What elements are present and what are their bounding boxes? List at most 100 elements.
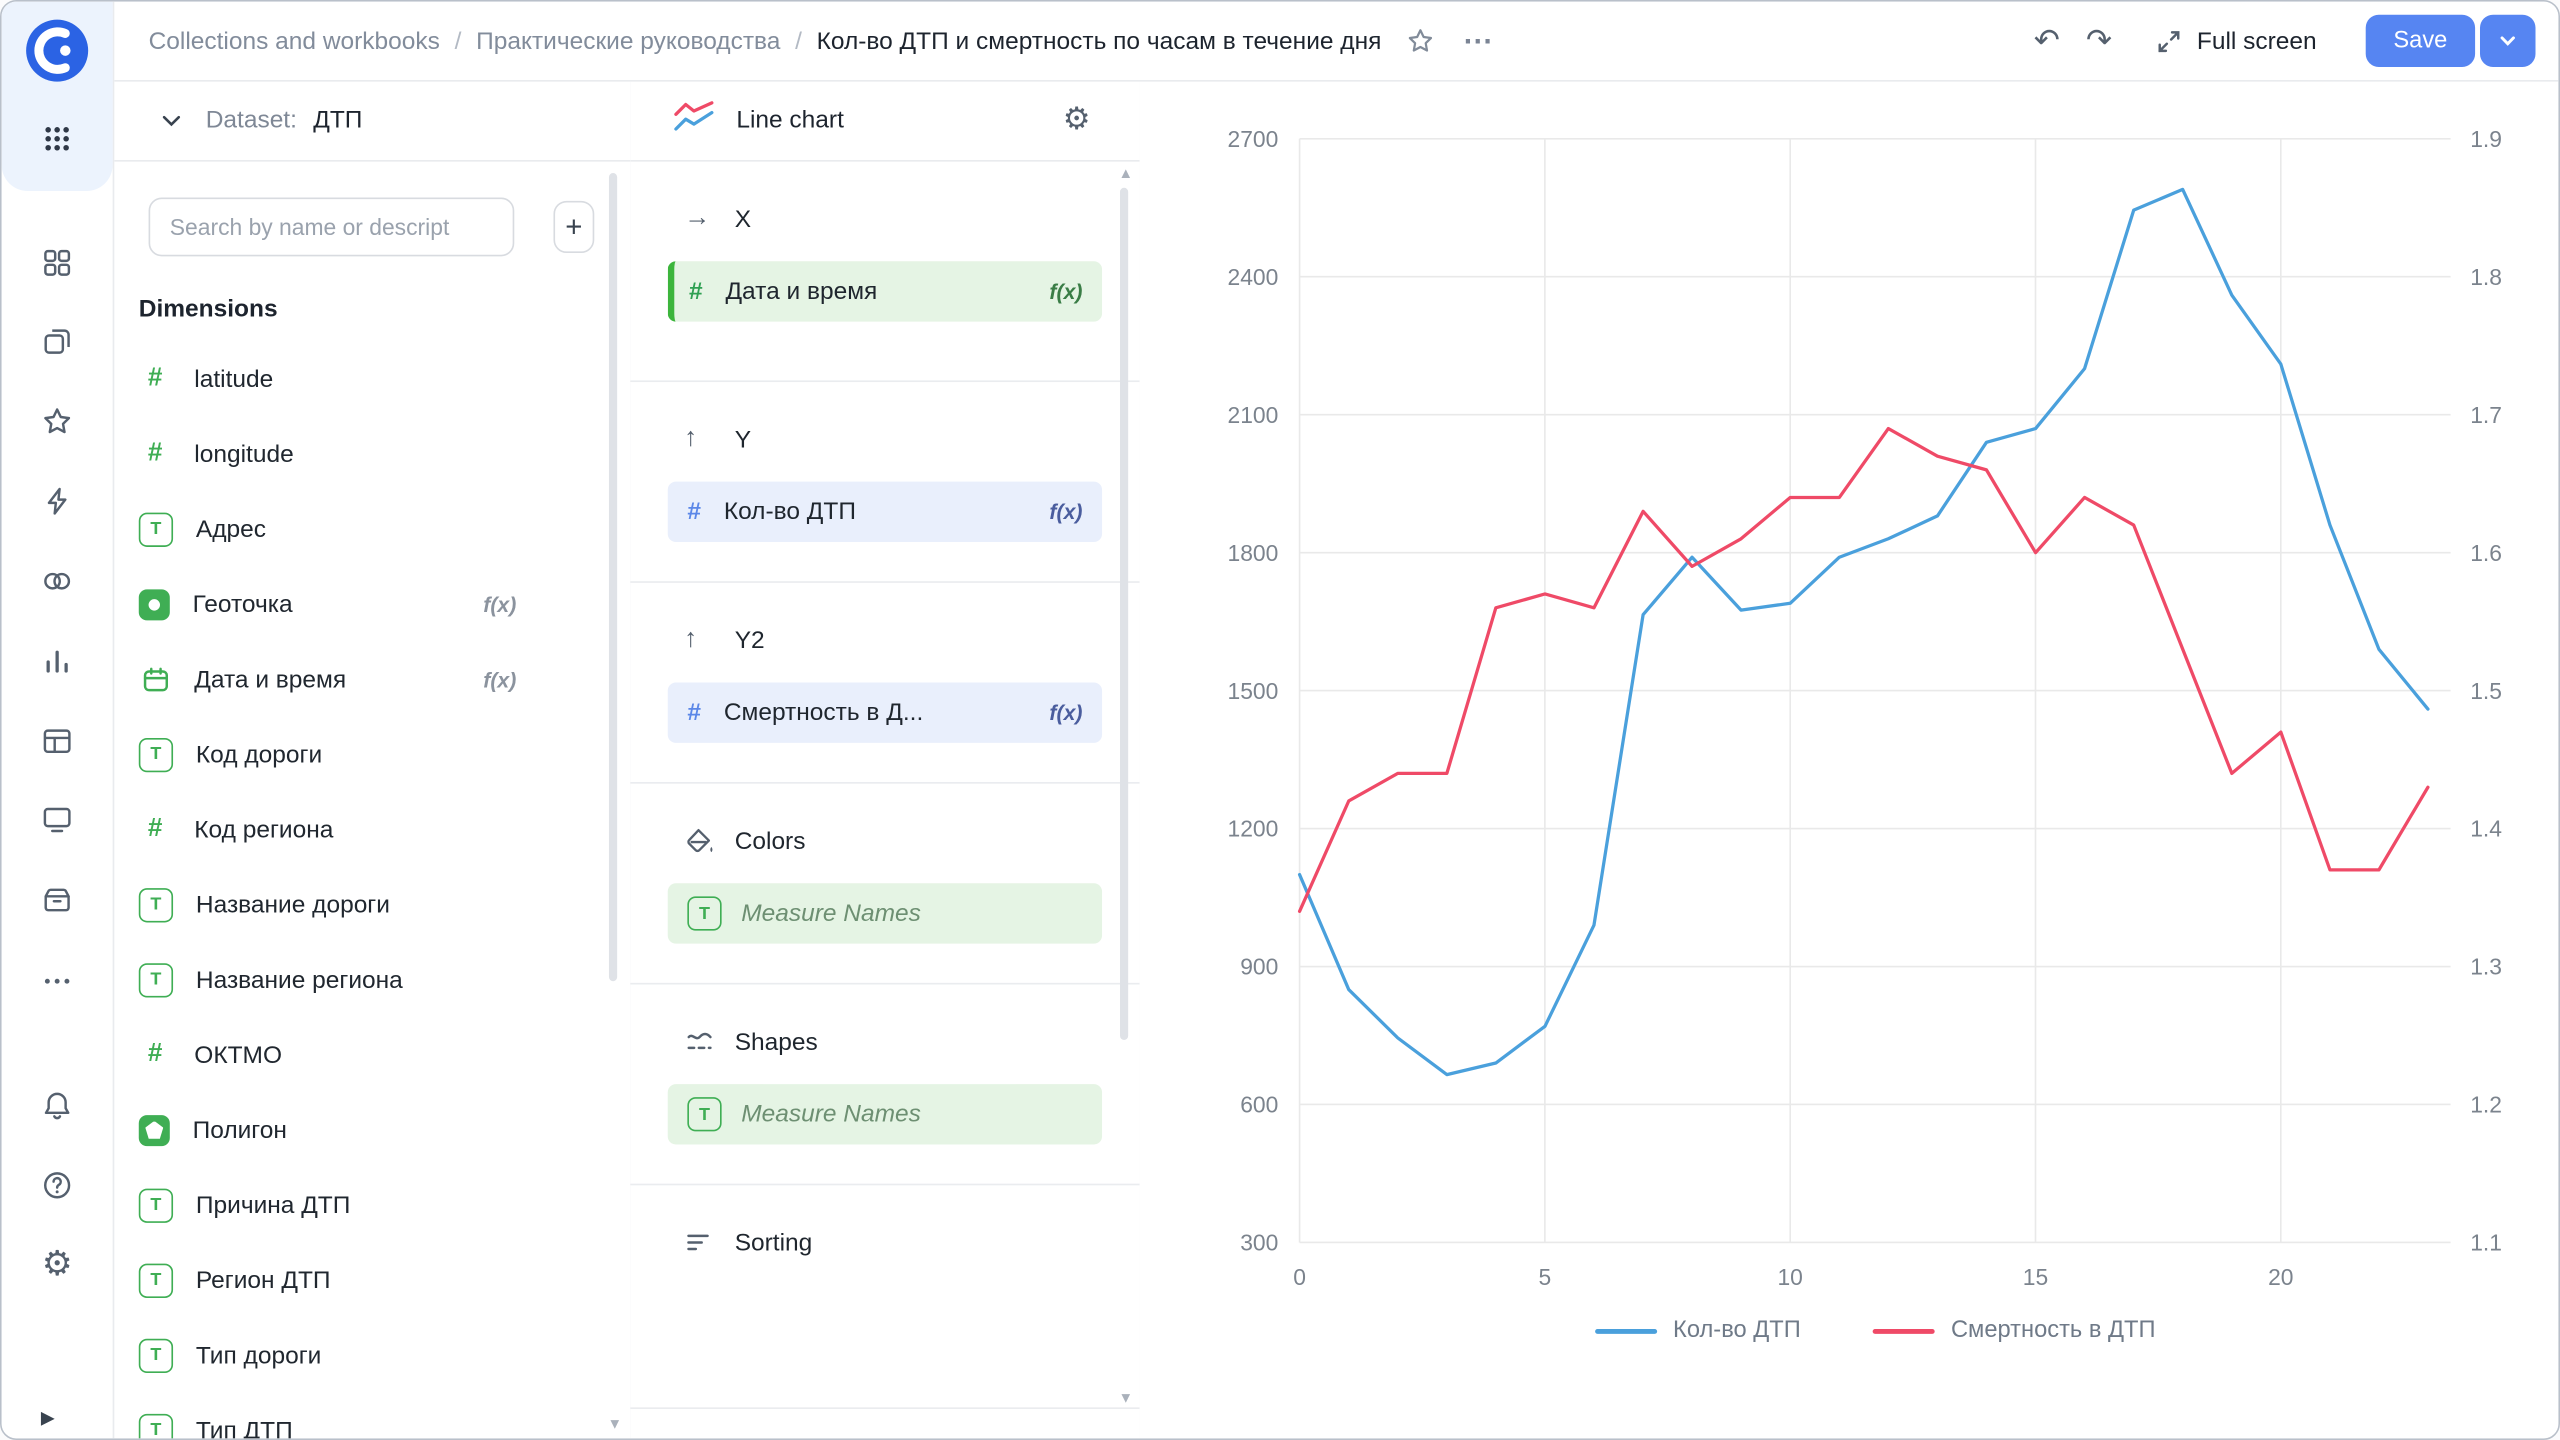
dataset-field[interactable]: Полигон xyxy=(113,1092,631,1167)
dataset-field[interactable]: # longitude xyxy=(113,416,631,491)
section-colors: Colors T Measure Names xyxy=(630,784,1139,983)
text-field-icon: T xyxy=(687,1097,722,1132)
save-dropdown-button[interactable] xyxy=(2479,14,2536,67)
dataset-field[interactable]: T Название региона xyxy=(113,942,631,1017)
connections-icon[interactable] xyxy=(2,549,113,614)
svg-text:1.9: 1.9 xyxy=(2470,126,2502,152)
svg-text:1.8: 1.8 xyxy=(2470,264,2502,290)
svg-text:2400: 2400 xyxy=(1228,264,1279,290)
fullscreen-icon[interactable] xyxy=(2154,27,2182,55)
apps-grid-icon[interactable] xyxy=(2,109,113,168)
notifications-bell-icon[interactable] xyxy=(2,1073,113,1138)
legend-item[interactable]: Кол-во ДТП xyxy=(1594,1318,1801,1344)
breadcrumb-guides[interactable]: Практические руководства xyxy=(476,26,781,55)
geopoint-type-icon xyxy=(138,588,170,620)
field-label: Дата и время xyxy=(194,665,347,694)
text-type-icon: T xyxy=(138,962,174,997)
section-divider xyxy=(630,1407,1140,1409)
dataset-field[interactable]: # ОКТМО xyxy=(113,1017,631,1092)
svg-text:15: 15 xyxy=(2023,1264,2048,1290)
arrow-right-icon: → xyxy=(684,204,711,232)
legend-line-swatch xyxy=(1872,1328,1935,1334)
scroll-down-icon[interactable]: ▼ xyxy=(607,1415,623,1432)
legend-item[interactable]: Смертность в ДТП xyxy=(1872,1318,2156,1344)
field-label: Тип ДТП xyxy=(195,1416,293,1439)
chip-label: Кол-во ДТП xyxy=(723,497,856,526)
text-type-icon: T xyxy=(138,1337,174,1373)
field-chip-colors[interactable]: T Measure Names xyxy=(667,883,1103,944)
arrow-up-icon: ↑ xyxy=(684,625,698,654)
datalens-logo[interactable] xyxy=(24,18,89,83)
scroll-up-icon[interactable]: ▲ xyxy=(1118,164,1134,182)
config-scrollbar[interactable] xyxy=(1119,187,1129,1040)
dataset-selector[interactable]: Dataset: ДТП xyxy=(112,80,631,162)
chevron-down-icon xyxy=(162,113,182,126)
dataset-field[interactable]: T Тип ДТП xyxy=(113,1393,631,1439)
fx-badge: f(x) xyxy=(1049,279,1083,304)
dataset-field[interactable]: T Адрес xyxy=(113,491,631,566)
text-type-icon: T xyxy=(138,511,174,547)
quick-actions-icon[interactable] xyxy=(2,469,113,534)
datasets-icon[interactable] xyxy=(2,709,113,774)
fullscreen-label[interactable]: Full screen xyxy=(2196,26,2317,55)
number-type-icon: # xyxy=(147,364,163,392)
collections-icon[interactable] xyxy=(2,309,113,374)
chip-label: Measure Names xyxy=(741,1100,921,1129)
text-type-icon: T xyxy=(138,1413,174,1439)
scroll-down-icon[interactable]: ▼ xyxy=(1118,1389,1134,1406)
favorite-star-icon[interactable] xyxy=(1406,26,1435,55)
field-chip-y[interactable]: # Кол-во ДТП f(x) xyxy=(667,481,1103,543)
geopolygon-type-icon xyxy=(138,1114,170,1146)
dataset-field[interactable]: # Код региона xyxy=(113,792,631,867)
svg-text:900: 900 xyxy=(1240,954,1278,980)
dataset-field[interactable]: T Код дороги xyxy=(113,717,631,792)
collapse-panel-button[interactable]: ▶ xyxy=(40,1408,55,1429)
line-chart-type-icon[interactable] xyxy=(673,100,715,141)
more-actions-icon[interactable]: ⋯ xyxy=(1463,24,1495,58)
chip-label: Дата и время xyxy=(725,277,878,306)
undo-icon[interactable]: ↶ xyxy=(2033,23,2060,58)
dataset-field[interactable]: T Тип дороги xyxy=(113,1318,631,1393)
field-chip-shapes[interactable]: T Measure Names xyxy=(667,1084,1103,1145)
redo-icon[interactable]: ↷ xyxy=(2085,23,2112,58)
field-label: Код дороги xyxy=(195,740,323,769)
svg-text:20: 20 xyxy=(2268,1264,2293,1290)
settings-gear-icon[interactable]: ⚙ xyxy=(41,1244,73,1283)
add-field-button[interactable]: + xyxy=(553,200,595,254)
dataset-field[interactable]: T Регион ДТП xyxy=(113,1242,631,1317)
dataset-field[interactable]: Дата и время f(x) xyxy=(113,642,631,717)
svg-text:1.3: 1.3 xyxy=(2470,954,2502,980)
field-chip-y2[interactable]: # Смертность в Д... f(x) xyxy=(667,682,1103,743)
monitoring-icon[interactable] xyxy=(2,787,113,852)
dataset-field[interactable]: T Название дороги xyxy=(113,867,631,942)
chart-settings-gear-icon[interactable]: ⚙ xyxy=(1062,102,1091,138)
dimensions-title: Dimensions xyxy=(138,295,278,324)
svg-text:0: 0 xyxy=(1293,1264,1306,1290)
breadcrumb-collections[interactable]: Collections and workbooks xyxy=(148,26,440,55)
svg-text:1800: 1800 xyxy=(1228,540,1279,566)
field-label: Код региона xyxy=(194,815,334,844)
breadcrumb-separator: / xyxy=(454,26,462,55)
search-input[interactable] xyxy=(148,197,515,257)
paint-bucket-icon xyxy=(684,825,713,856)
help-icon[interactable] xyxy=(2,1153,113,1218)
favorites-icon[interactable] xyxy=(2,389,113,454)
arrow-up-icon: ↑ xyxy=(684,424,698,453)
storage-icon[interactable] xyxy=(2,867,113,932)
dimensions-list: # latitude # longitude T Адрес Геоточка f(x) Дат… xyxy=(113,341,631,1439)
number-field-icon: # xyxy=(687,497,701,526)
more-services-icon[interactable] xyxy=(2,949,113,1014)
svg-text:10: 10 xyxy=(1777,1264,1802,1290)
dataset-field[interactable]: Геоточка f(x) xyxy=(113,567,631,642)
dashboards-icon[interactable] xyxy=(2,230,113,295)
dataset-scrollbar[interactable] xyxy=(608,173,618,982)
dataset-field[interactable]: # latitude xyxy=(113,341,631,416)
charts-icon[interactable] xyxy=(2,629,113,694)
save-button[interactable]: Save xyxy=(2365,14,2476,67)
chart-type-label[interactable]: Line chart xyxy=(736,106,844,134)
dataset-field[interactable]: T Причина ДТП xyxy=(113,1167,631,1242)
field-chip-x[interactable]: # Дата и время f(x) xyxy=(667,261,1103,322)
text-field-icon: T xyxy=(687,896,722,931)
section-divider xyxy=(630,1183,1140,1186)
